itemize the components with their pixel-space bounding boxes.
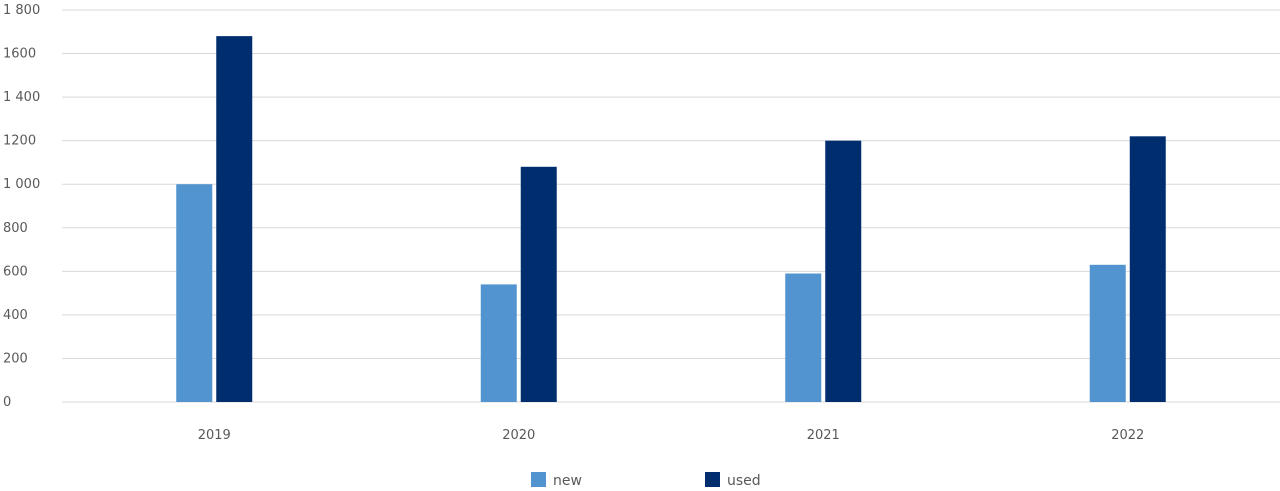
bar-used-2021 [825, 140, 862, 402]
legend: new used [531, 472, 761, 489]
legend-label-used: used [727, 473, 761, 489]
x-tick-label: 2019 [198, 428, 231, 443]
y-tick-label: 1600 [3, 47, 36, 62]
y-tick-label: 1 800 [3, 3, 40, 18]
x-axis-tick-labels: 2019 2020 2021 2022 [198, 428, 1145, 443]
y-tick-label: 0 [3, 395, 11, 410]
bar-used-2022 [1129, 136, 1166, 403]
legend-swatch-used [705, 472, 720, 487]
y-tick-label: 400 [3, 308, 28, 323]
legend-swatch-new [531, 472, 546, 487]
y-axis-tick-labels: 0 200 400 600 800 1 000 1200 1 400 1600 1 800 [3, 3, 40, 410]
bar-new-2020 [480, 284, 517, 402]
y-tick-label: 1 000 [3, 177, 40, 192]
y-tick-label: 1 400 [3, 90, 40, 105]
bars [176, 36, 1166, 403]
bar-new-2019 [176, 184, 213, 402]
x-tick-label: 2022 [1111, 428, 1144, 443]
bar-new-2021 [785, 273, 822, 402]
bar-used-2020 [520, 166, 557, 402]
y-tick-label: 200 [3, 351, 28, 366]
grid-lines [62, 9, 1280, 403]
y-tick-label: 600 [3, 264, 28, 279]
bar-used-2019 [216, 36, 253, 403]
y-tick-label: 1200 [3, 134, 36, 149]
y-tick-label: 800 [3, 221, 28, 236]
x-tick-label: 2021 [807, 428, 840, 443]
legend-label-new: new [553, 473, 582, 489]
bar-new-2022 [1089, 264, 1126, 402]
x-tick-label: 2020 [502, 428, 535, 443]
